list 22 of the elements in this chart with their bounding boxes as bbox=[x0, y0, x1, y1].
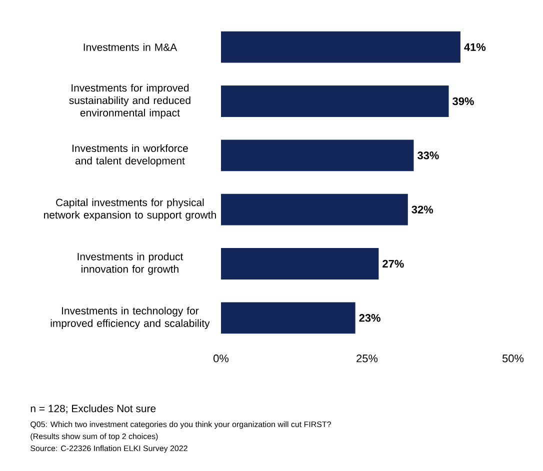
data-label: 33% bbox=[417, 152, 439, 160]
y-tick-label: Capital investments for physical network expansion to support growth bbox=[44, 198, 216, 221]
x-tick-label: 50% bbox=[502, 354, 524, 362]
data-label: 23% bbox=[359, 314, 380, 322]
bar bbox=[221, 194, 408, 226]
data-label: 39% bbox=[452, 97, 474, 106]
x-tick-label: 0% bbox=[214, 354, 229, 362]
data-label: 41% bbox=[464, 43, 486, 51]
bar bbox=[221, 140, 414, 172]
bar bbox=[221, 248, 379, 280]
bar bbox=[221, 302, 356, 334]
y-tick-label: Investments in M&A bbox=[84, 43, 178, 51]
data-label: 27% bbox=[382, 260, 404, 268]
y-tick-label: Investments in product innovation for growth bbox=[78, 252, 184, 275]
y-tick-label: Investments in workforce and talent development bbox=[72, 144, 188, 167]
x-tick-label: 25% bbox=[356, 354, 378, 362]
y-tick-label: Investments for improved sustainability and reduced environmental impact bbox=[69, 84, 190, 119]
bar bbox=[221, 86, 449, 117]
y-tick-label: Investments in technology for improved efficiency and scalability bbox=[50, 306, 210, 330]
text: n = 128; Excludes Not sure bbox=[30, 404, 156, 414]
bar bbox=[221, 31, 460, 63]
data-label: 32% bbox=[412, 206, 434, 214]
